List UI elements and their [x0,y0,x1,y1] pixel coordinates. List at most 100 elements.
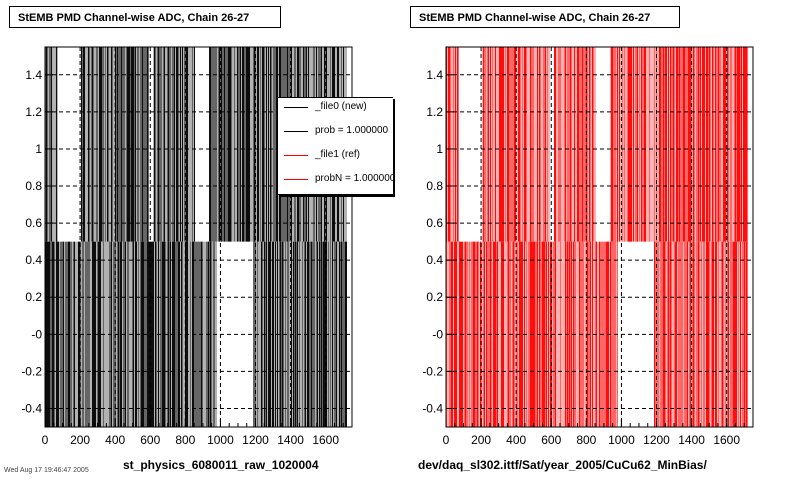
scatter-streak [564,47,565,242]
scatter-streak [542,47,543,242]
scatter-streak [563,47,564,242]
scatter-streak [104,47,105,242]
scatter-streak [510,47,511,242]
scatter-streak [253,241,254,427]
scatter-streak [183,47,184,242]
scatter-streak [70,241,71,427]
scatter-streak [294,241,295,427]
scatter-streak [85,47,86,242]
scatter-streak [537,47,538,242]
scatter-streak [709,241,710,427]
scatter-streak [267,241,268,427]
scatter-streak [689,47,690,242]
scatter-streak [217,47,218,242]
scatter-streak [653,47,654,242]
scatter-streak [662,241,663,427]
scatter-streak [595,47,596,242]
scatter-streak [229,47,230,242]
scatter-streak [704,47,705,242]
scatter-streak [685,47,686,242]
scatter-streak [57,47,58,242]
scatter-streak [515,241,516,427]
scatter-streak [164,47,165,242]
scatter-streak [672,47,673,242]
scatter-streak [661,241,662,427]
scatter-streak [579,47,580,242]
scatter-streak [723,241,724,427]
scatter-streak [115,47,116,242]
scatter-streak [682,241,683,427]
scatter-streak [563,241,564,427]
scatter-streak [181,47,182,242]
scatter-streak [508,241,509,427]
scatter-streak [78,241,79,427]
scatter-streak [621,47,622,242]
scatter-streak [485,241,486,427]
grid-lines [446,47,753,427]
scatter-streak [315,241,316,427]
scatter-streak [269,47,270,242]
scatter-streak [53,47,54,242]
scatter-streak [696,241,697,427]
x-axis-title-right: dev/daq_sl302.ittf/Sat/year_2005/CuCu62_… [418,458,707,472]
scatter-streak [499,241,500,427]
scatter-streak [205,241,206,427]
scatter-streak [707,47,708,242]
scatter-streak [735,47,736,242]
scatter-streak [638,47,639,242]
scatter-streak [569,47,570,242]
scatter-streak [556,241,557,427]
legend[interactable]: _file0 (new) prob = 1.000000 _file1 (ref… [277,97,393,195]
scatter-streak [497,47,498,242]
scatter-streak [163,47,164,242]
scatter-streak [507,241,508,427]
scatter-streak [717,241,718,427]
scatter-streak [171,47,172,242]
scatter-streak [147,241,148,427]
scatter-streak [81,47,82,242]
scatter-streak [699,47,700,242]
scatter-streak [65,241,66,427]
scatter-streak [730,241,731,427]
scatter-streak [655,241,656,427]
scatter-streak [572,47,573,242]
scatter-streak [97,47,98,242]
scatter-streak [565,47,566,242]
x-tick-label: 0 [443,433,450,447]
scatter-streak [482,47,483,242]
scatter-streak [455,47,456,242]
scatter-streak [557,241,558,427]
scatter-streak [631,47,632,242]
scatter-streak [624,47,625,242]
scatter-streak [486,47,487,242]
scatter-streak [96,47,97,242]
scatter-streak [630,47,631,242]
scatter-streak [695,47,696,242]
scatter-streak [93,47,94,242]
scatter-streak [646,47,647,242]
scatter-streak [127,241,128,427]
scatter-streak [86,241,87,427]
scatter-streak [730,47,731,242]
scatter-streak [670,47,671,242]
scatter-streak [102,47,103,242]
scatter-streak [558,47,559,242]
scatter-streak [479,241,480,427]
scatter-streak [671,47,672,242]
scatter-streak [658,47,659,242]
plot-frame [445,46,754,428]
scatter-streak [194,47,195,242]
scatter-streak [724,47,725,242]
scatter-streak [120,241,121,427]
scatter-streak [98,47,99,242]
scatter-streak [531,47,532,242]
legend-entry: probN = 1.000000 [278,170,393,190]
scatter-streak [50,47,51,242]
scatter-streak [135,47,136,242]
scatter-streak [100,241,101,427]
scatter-streak [54,47,55,242]
scatter-streak [493,241,494,427]
scatter-streak [91,241,92,427]
scatter-streak [663,47,664,242]
